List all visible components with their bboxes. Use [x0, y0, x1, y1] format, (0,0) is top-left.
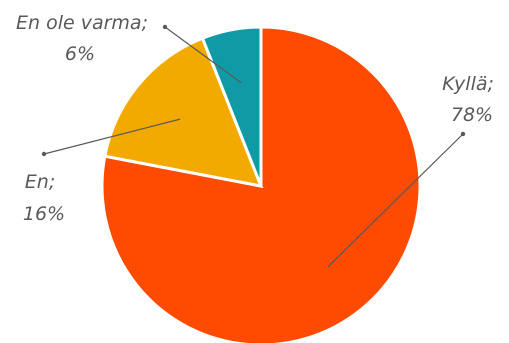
data-label-en: En; 16% [23, 171, 65, 225]
pie-slices [100, 25, 422, 343]
data-label-kylla-name: Kyllä; [442, 73, 494, 95]
leader-line-kylla [327, 133, 464, 268]
pie-slice-en [103, 36, 264, 188]
data-label-en-ole-varma-name: En ole varma; [16, 12, 148, 34]
data-label-en-ole-varma: En ole varma; 6% [16, 12, 148, 65]
data-label-en-value: 16% [23, 203, 65, 225]
leader-line-en-ole-varma [164, 26, 242, 84]
leader-dot-en [41, 151, 47, 157]
leader-line-en [43, 118, 181, 155]
leader-lines [41, 24, 466, 268]
data-label-en-name: En; [25, 171, 55, 193]
data-label-kylla-value: 78% [451, 104, 493, 126]
leader-dot-kylla [460, 131, 466, 137]
leader-dot-en-ole-varma [162, 24, 168, 30]
data-label-kylla: Kyllä; 78% [442, 73, 494, 126]
data-label-en-ole-varma-value: 6% [65, 43, 95, 65]
pie-slice-en-ole-varma [200, 25, 263, 187]
